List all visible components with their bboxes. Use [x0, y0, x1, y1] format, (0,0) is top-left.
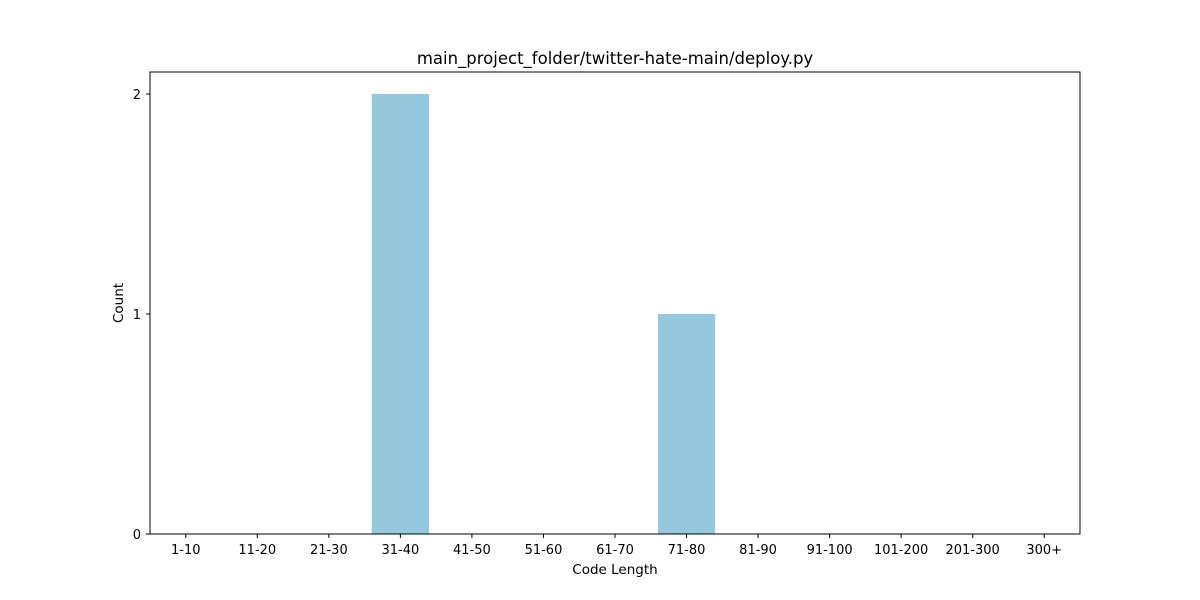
x-tick-label: 61-70: [596, 543, 634, 558]
y-tick-label: 2: [133, 88, 141, 103]
x-tick-label: 31-40: [381, 543, 419, 558]
x-tick-label: 51-60: [525, 543, 563, 558]
x-axis-label: Code Length: [572, 562, 657, 578]
x-tick-label: 300+: [1026, 543, 1062, 558]
x-tick-label: 81-90: [739, 543, 777, 558]
x-tick-label: 21-30: [310, 543, 348, 558]
chart-title: main_project_folder/twitter-hate-main/de…: [417, 49, 814, 69]
x-tick-label: 101-200: [874, 543, 928, 558]
bar-31-40: [372, 94, 429, 534]
y-axis-label: Count: [111, 283, 127, 323]
y-tick-label: 1: [133, 308, 141, 323]
y-tick-label: 0: [133, 528, 141, 543]
x-tick-label: 201-300: [946, 543, 1000, 558]
x-tick-label: 1-10: [171, 543, 201, 558]
x-tick-label: 41-50: [453, 543, 491, 558]
x-tick-label: 91-100: [807, 543, 853, 558]
bar-71-80: [658, 314, 715, 534]
x-tick-label: 11-20: [238, 543, 276, 558]
x-tick-label: 71-80: [668, 543, 706, 558]
